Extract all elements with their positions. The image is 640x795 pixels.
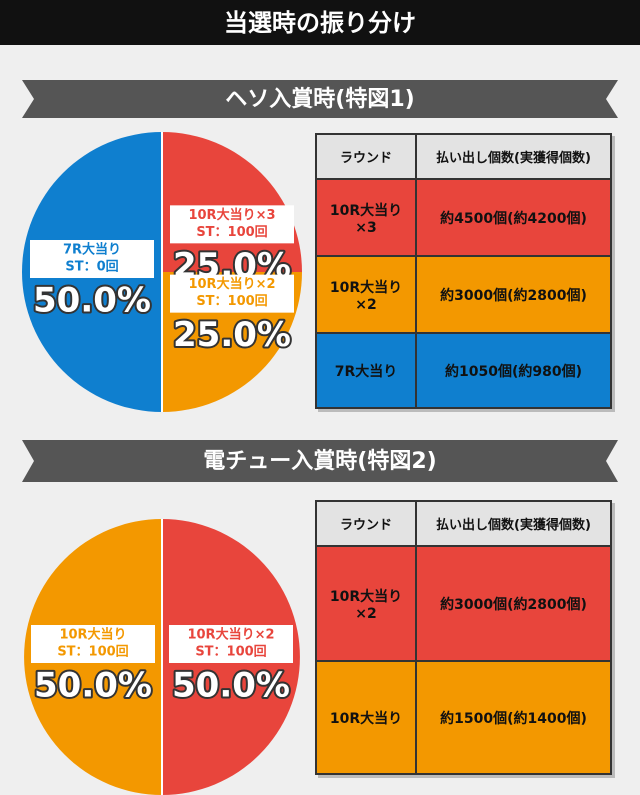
slice-sublabel: ST：100回 bbox=[196, 294, 267, 309]
table-row: 10R大当り×3 約4500個(約4200個) bbox=[315, 178, 612, 257]
slice-label: 10R大当り×3 bbox=[188, 207, 275, 223]
table-row: 10R大当り×2 約3000個(約2800個) bbox=[315, 255, 612, 334]
slice-sublabel: ST：0回 bbox=[65, 260, 118, 275]
header-cell: ラウンド bbox=[315, 133, 417, 180]
table-cell: 約3000個(約2800個) bbox=[415, 545, 612, 662]
slice-sublabel: ST：100回 bbox=[195, 645, 266, 660]
header-band bbox=[0, 0, 640, 45]
header-cell: ラウンド bbox=[315, 500, 417, 547]
value-label: 25.0% bbox=[173, 315, 291, 355]
table-header-row: ラウンド 払い出し個数(実獲得個数) bbox=[315, 500, 612, 547]
slice-label: 10R大当り×2 bbox=[187, 627, 274, 643]
slice-label: 10R大当り×2 bbox=[188, 276, 275, 292]
value-label: 50.0% bbox=[172, 666, 290, 706]
table-cell: 10R大当り×2 bbox=[315, 255, 417, 334]
table-cell: 7R大当り bbox=[315, 332, 417, 409]
table-cell: 約3000個(約2800個) bbox=[415, 255, 612, 334]
slice-sublabel: ST：100回 bbox=[196, 225, 267, 240]
label-box bbox=[169, 625, 293, 663]
table-cell: 約1500個(約1400個) bbox=[415, 660, 612, 775]
data-table: ラウンド 払い出し個数(実獲得個数) 10R大当り×2 約3000個(約2800個) 1… bbox=[315, 500, 612, 775]
data-table: ラウンド 払い出し個数(実獲得個数) 10R大当り×3 約4500個(約4200個) 1… bbox=[315, 133, 612, 409]
value-label: 50.0% bbox=[33, 281, 151, 321]
label-box bbox=[170, 205, 294, 244]
section-banner bbox=[22, 440, 618, 482]
table-cell: 約4500個(約4200個) bbox=[415, 178, 612, 257]
slice-sublabel: ST：100回 bbox=[57, 645, 128, 660]
table-cell: 10R大当り×2 bbox=[315, 545, 417, 662]
value-label: 50.0% bbox=[34, 666, 152, 706]
table-row: 10R大当り×2 約3000個(約2800個) bbox=[315, 545, 612, 662]
section-title: ヘソ入賞時(特図1) bbox=[225, 86, 414, 112]
table-row: 7R大当り 約1050個(約980個) bbox=[315, 332, 612, 409]
table-cell: 10R大当り×3 bbox=[315, 178, 417, 257]
table-row: 10R大当り 約1500個(約1400個) bbox=[315, 660, 612, 775]
table-cell: 10R大当り bbox=[315, 660, 417, 775]
section-banner bbox=[22, 80, 618, 118]
label-box bbox=[170, 274, 294, 313]
label-box bbox=[30, 240, 154, 278]
header-cell: 払い出し個数(実獲得個数) bbox=[415, 500, 612, 547]
header-cell: 払い出し個数(実獲得個数) bbox=[415, 133, 612, 180]
table-cell: 約1050個(約980個) bbox=[415, 332, 612, 409]
page-title: 当選時の振り分け bbox=[224, 9, 416, 37]
slice-label: 7R大当り bbox=[63, 242, 121, 258]
label-box bbox=[31, 625, 155, 663]
table-header-row: ラウンド 払い出し個数(実獲得個数) bbox=[315, 133, 612, 180]
slice-label: 10R大当り bbox=[59, 627, 126, 643]
section-title: 電チュー入賞時(特図2) bbox=[203, 448, 436, 474]
